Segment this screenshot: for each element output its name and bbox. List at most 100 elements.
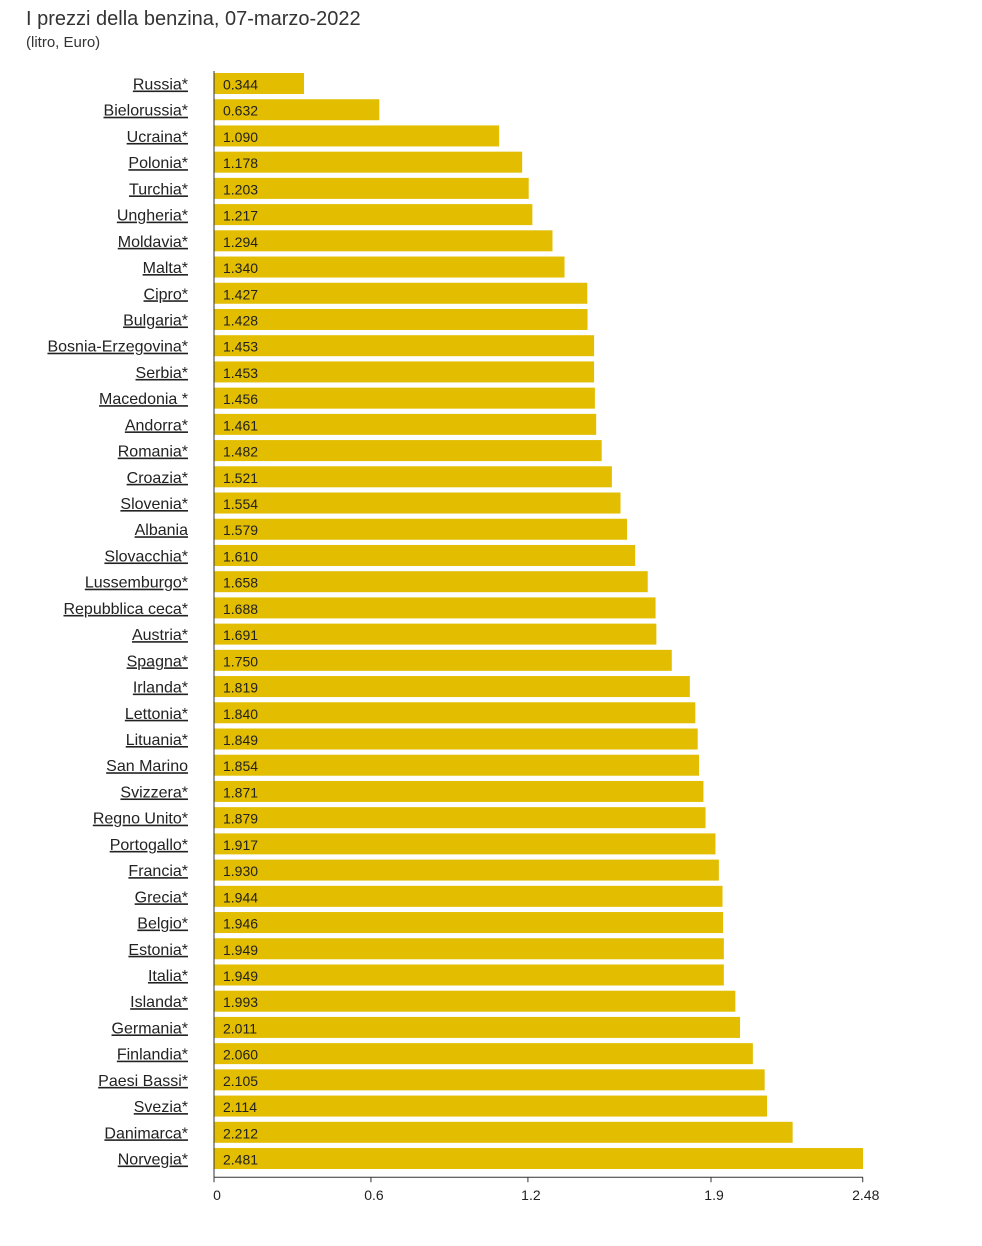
value-label: 1.854 <box>223 758 258 774</box>
value-label: 1.840 <box>223 706 258 722</box>
category-label: Germania* <box>112 1020 188 1037</box>
bar <box>214 807 706 829</box>
category-label: Lituania* <box>126 732 188 749</box>
bar <box>214 492 621 514</box>
category-label: Paesi Bassi* <box>98 1073 188 1090</box>
value-label: 0.632 <box>223 103 258 119</box>
bar <box>214 387 595 409</box>
value-label: 2.481 <box>223 1152 258 1168</box>
value-label: 1.658 <box>223 575 258 591</box>
bar <box>214 544 636 566</box>
x-tick-label: 1.9 <box>704 1187 724 1203</box>
category-label: Croazia* <box>127 470 188 487</box>
category-label: Repubblica ceca* <box>63 601 188 618</box>
bar <box>214 728 698 750</box>
bar <box>214 308 588 330</box>
value-label: 2.105 <box>223 1073 258 1089</box>
category-label: Spagna* <box>127 653 188 670</box>
bar <box>214 1043 753 1065</box>
category-label: Portogallo* <box>110 837 188 854</box>
bar <box>214 702 696 724</box>
category-label: Svezia* <box>134 1099 188 1116</box>
category-label: Estonia* <box>128 942 188 959</box>
category-label: Bosnia-Erzegovina* <box>47 339 188 356</box>
bar <box>214 1148 863 1170</box>
bar <box>214 859 719 881</box>
bar <box>214 230 553 252</box>
value-label: 1.871 <box>223 784 258 800</box>
bar <box>214 335 595 357</box>
value-label: 2.011 <box>223 1020 257 1036</box>
bar <box>214 754 699 776</box>
category-label: Romania* <box>118 444 188 461</box>
value-label: 1.917 <box>223 837 258 853</box>
category-label: Malta* <box>143 260 188 277</box>
category-label: Svizzera* <box>120 784 188 801</box>
bar <box>214 885 723 907</box>
category-label: Slovacchia* <box>104 548 188 565</box>
value-label: 1.688 <box>223 601 258 617</box>
bar <box>214 1069 765 1091</box>
bar <box>214 964 724 986</box>
bar <box>214 780 704 802</box>
value-label: 1.428 <box>223 312 258 328</box>
value-label: 1.453 <box>223 339 258 355</box>
category-label: Slovenia* <box>120 496 188 513</box>
category-label: Bielorussia* <box>104 103 188 120</box>
bar <box>214 413 597 435</box>
value-label: 1.554 <box>223 496 258 512</box>
value-label: 1.178 <box>223 155 258 171</box>
category-label: Finlandia* <box>117 1047 188 1064</box>
category-label: Bulgaria* <box>123 312 188 329</box>
value-label: 1.427 <box>223 286 258 302</box>
category-label: Belgio* <box>137 916 188 933</box>
value-label: 1.090 <box>223 129 258 145</box>
category-label: Russia* <box>133 77 188 94</box>
bar <box>214 571 648 593</box>
value-label: 1.750 <box>223 653 258 669</box>
bar <box>214 1016 741 1038</box>
category-label: Moldavia* <box>118 234 188 251</box>
category-label: Cipro* <box>144 286 188 303</box>
category-label: Francia* <box>128 863 188 880</box>
value-label: 2.060 <box>223 1047 258 1063</box>
value-label: 1.944 <box>223 889 258 905</box>
bar <box>214 440 602 462</box>
bar <box>214 151 523 173</box>
bar <box>214 73 304 94</box>
bar <box>214 1095 767 1117</box>
value-label: 1.930 <box>223 863 258 879</box>
value-label: 1.482 <box>223 444 258 460</box>
value-label: 1.946 <box>223 916 258 932</box>
category-label: Ucraina* <box>127 129 188 146</box>
category-label: Turchia* <box>129 181 188 198</box>
bar <box>214 597 656 619</box>
bar <box>214 649 672 671</box>
category-label: Andorra* <box>125 417 188 434</box>
bar <box>214 938 724 960</box>
bar <box>214 518 628 540</box>
value-label: 1.993 <box>223 994 258 1010</box>
bar <box>214 833 716 855</box>
bar <box>214 1121 793 1143</box>
category-label: Italia* <box>148 968 188 985</box>
chart-subtitle: (litro, Euro) <box>26 34 101 51</box>
category-label: Danimarca* <box>104 1125 188 1142</box>
value-label: 1.294 <box>223 234 258 250</box>
category-label: Macedonia * <box>99 391 188 408</box>
category-label: Polonia* <box>128 155 188 172</box>
category-label: Albania <box>135 522 188 539</box>
bar <box>214 361 595 383</box>
bar <box>214 623 657 645</box>
category-label: Grecia* <box>135 889 188 906</box>
x-tick-label: 2.48 <box>852 1187 879 1203</box>
value-label: 1.461 <box>223 417 258 433</box>
value-label: 1.456 <box>223 391 258 407</box>
bar <box>214 282 588 304</box>
value-label: 0.344 <box>223 77 258 93</box>
value-label: 2.212 <box>223 1125 258 1141</box>
category-label: Lussemburgo* <box>85 575 188 592</box>
value-label: 1.203 <box>223 181 258 197</box>
value-label: 1.579 <box>223 522 258 538</box>
value-label: 1.949 <box>223 968 258 984</box>
